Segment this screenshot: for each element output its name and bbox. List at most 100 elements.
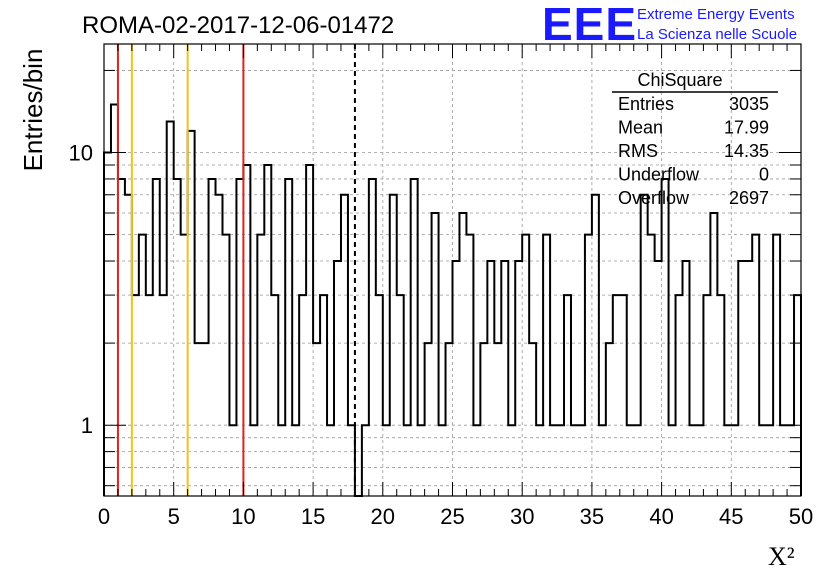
histogram-bin (494, 343, 501, 496)
stats-value: 3035 (729, 94, 769, 114)
reference-lines (116, 44, 356, 496)
histogram-bin (550, 425, 557, 496)
histogram-bin (327, 425, 334, 496)
histogram-bin (146, 295, 153, 496)
histogram-bin (759, 425, 766, 496)
stats-box: ChiSquare Entries 3035 Mean 17.99 RMS 14.35 Un… (612, 70, 778, 208)
histogram-bin (216, 195, 223, 496)
histogram-bin (118, 179, 125, 496)
histogram-bin (571, 425, 578, 496)
x-tick-label: 15 (301, 504, 325, 529)
stats-title: ChiSquare (637, 70, 722, 90)
histogram-bin (285, 179, 292, 496)
histogram-bin (752, 235, 759, 496)
histogram-bin (536, 425, 543, 496)
histogram-bin (432, 213, 439, 496)
stats-value: 2697 (729, 188, 769, 208)
histogram-bin (717, 295, 724, 496)
histogram-bin (125, 195, 132, 496)
x-tick-label: 20 (371, 504, 395, 529)
histogram-bin (522, 235, 529, 496)
histogram-bin (404, 425, 411, 496)
histogram-bin (641, 195, 648, 496)
histogram-bin (334, 261, 341, 496)
histogram-bin (153, 179, 160, 496)
stats-label: RMS (618, 141, 658, 161)
histogram-bin (508, 425, 515, 496)
histogram-bin (466, 235, 473, 496)
histogram-bin (459, 213, 466, 496)
histogram-bin (794, 295, 801, 496)
histogram-bin (606, 343, 613, 496)
x-tick-label: 45 (719, 504, 743, 529)
histogram-bin (306, 165, 313, 496)
histogram-bin (341, 195, 348, 496)
histogram-bin (683, 261, 690, 496)
histogram-bin (731, 425, 738, 496)
x-tick-label: 0 (98, 504, 110, 529)
histogram-bin (446, 343, 453, 496)
histogram-bin (188, 131, 195, 496)
logo-mark: EEE (542, 0, 637, 50)
histogram-bin (139, 235, 146, 496)
stats-value: 17.99 (724, 118, 769, 138)
x-tick-label: 40 (649, 504, 673, 529)
histogram-bin (766, 425, 773, 496)
stats-value: 14.35 (724, 141, 769, 161)
histogram-bin (264, 165, 271, 496)
histogram-bin (599, 425, 606, 496)
histogram-bin (411, 179, 418, 496)
histogram-bin (627, 425, 634, 496)
histogram-bin (662, 179, 669, 496)
histogram-bin (620, 295, 627, 496)
x-tick-label: 5 (168, 504, 180, 529)
histogram-bin (425, 343, 432, 496)
y-tick-label: 1 (81, 413, 93, 438)
stats-label: Entries (618, 94, 674, 114)
histogram-bin (299, 295, 306, 496)
histogram-bin (529, 343, 536, 496)
histogram-bin (236, 179, 243, 496)
histogram-layer (103, 103, 802, 497)
histogram-bin (195, 343, 202, 496)
histogram-bin (271, 295, 278, 496)
histogram-bin (689, 425, 696, 496)
histogram-bin (202, 343, 209, 496)
histogram-bin (473, 425, 480, 496)
histogram-bin (543, 235, 550, 496)
x-tick-label: 35 (580, 504, 604, 529)
histogram-bin (613, 295, 620, 496)
run-title: ROMA-02-2017-12-06-01472 (82, 12, 394, 39)
x-tick-label: 50 (789, 504, 813, 529)
histogram-bin (696, 425, 703, 496)
logo-line1: Extreme Energy Events (637, 6, 795, 23)
stats-label: Underflow (618, 165, 700, 185)
histogram-bin (515, 261, 522, 496)
histogram-bin (487, 261, 494, 496)
histogram-bin (397, 295, 404, 496)
logo-line2: La Scienza nelle Scuole (637, 26, 797, 43)
histogram-bin (557, 425, 564, 496)
y-tick-label: 10 (69, 141, 93, 166)
histogram-bin (669, 425, 676, 496)
histogram-bin (229, 425, 236, 496)
stats-rows: Entries 3035 Mean 17.99 RMS 14.35 Underflow 0 Ov… (618, 94, 769, 208)
stats-value: 0 (759, 165, 769, 185)
eee-logo: EEE Extreme Energy Events La Scienza nel… (542, 0, 797, 50)
x-tick-label: 10 (231, 504, 255, 529)
histogram-bin (222, 235, 229, 496)
histogram-bin (780, 425, 787, 496)
histogram-bin (585, 235, 592, 496)
histogram-bin (376, 295, 383, 496)
histogram-bin (292, 425, 299, 496)
histogram-bin (745, 261, 752, 496)
stats-label: Overflow (618, 188, 690, 208)
histogram-bin (390, 195, 397, 496)
x-tick-label: 30 (510, 504, 534, 529)
histogram-bin (655, 261, 662, 496)
histogram-bin (703, 295, 710, 496)
histogram-bin (773, 235, 780, 496)
histogram-bin (348, 425, 355, 496)
